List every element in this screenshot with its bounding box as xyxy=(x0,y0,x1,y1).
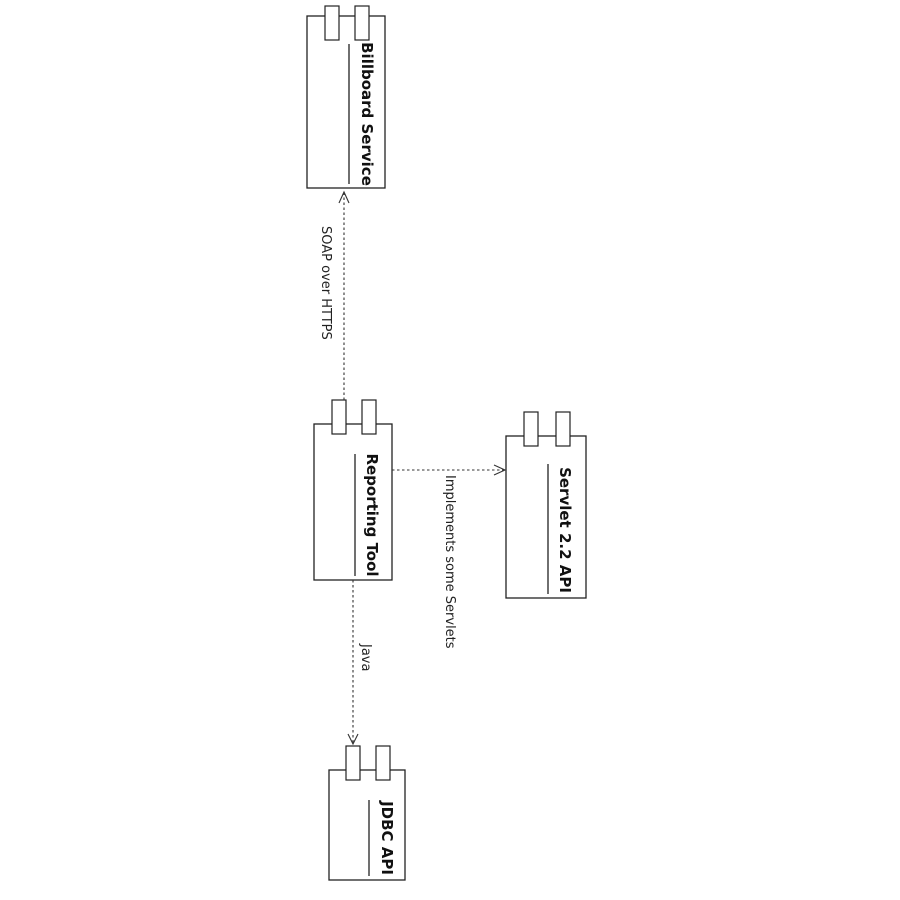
reporting-tool-label: Reporting Tool xyxy=(363,453,381,576)
servlet-api-label: Servlet 2.2 API xyxy=(556,467,574,593)
dependency-implements-servlets[interactable]: Implements some Servlets xyxy=(392,464,507,649)
java-label: Java xyxy=(358,643,373,671)
billboard-service-label: Billboard Service xyxy=(358,42,376,186)
dependency-java[interactable]: Java xyxy=(347,580,373,746)
implements-servlets-label: Implements some Servlets xyxy=(442,475,457,649)
component-billboard-service[interactable]: Billboard Service xyxy=(306,5,386,189)
jdbc-api-label: JDBC API xyxy=(378,800,396,875)
component-jdbc-api[interactable]: JDBC API xyxy=(328,745,406,881)
dependency-soap-over-https[interactable]: SOAP over HTTPS xyxy=(318,190,350,400)
component-servlet-api[interactable]: Servlet 2.2 API xyxy=(505,411,587,599)
soap-over-https-label: SOAP over HTTPS xyxy=(318,226,333,340)
component-reporting-tool[interactable]: Reporting Tool xyxy=(313,399,393,581)
